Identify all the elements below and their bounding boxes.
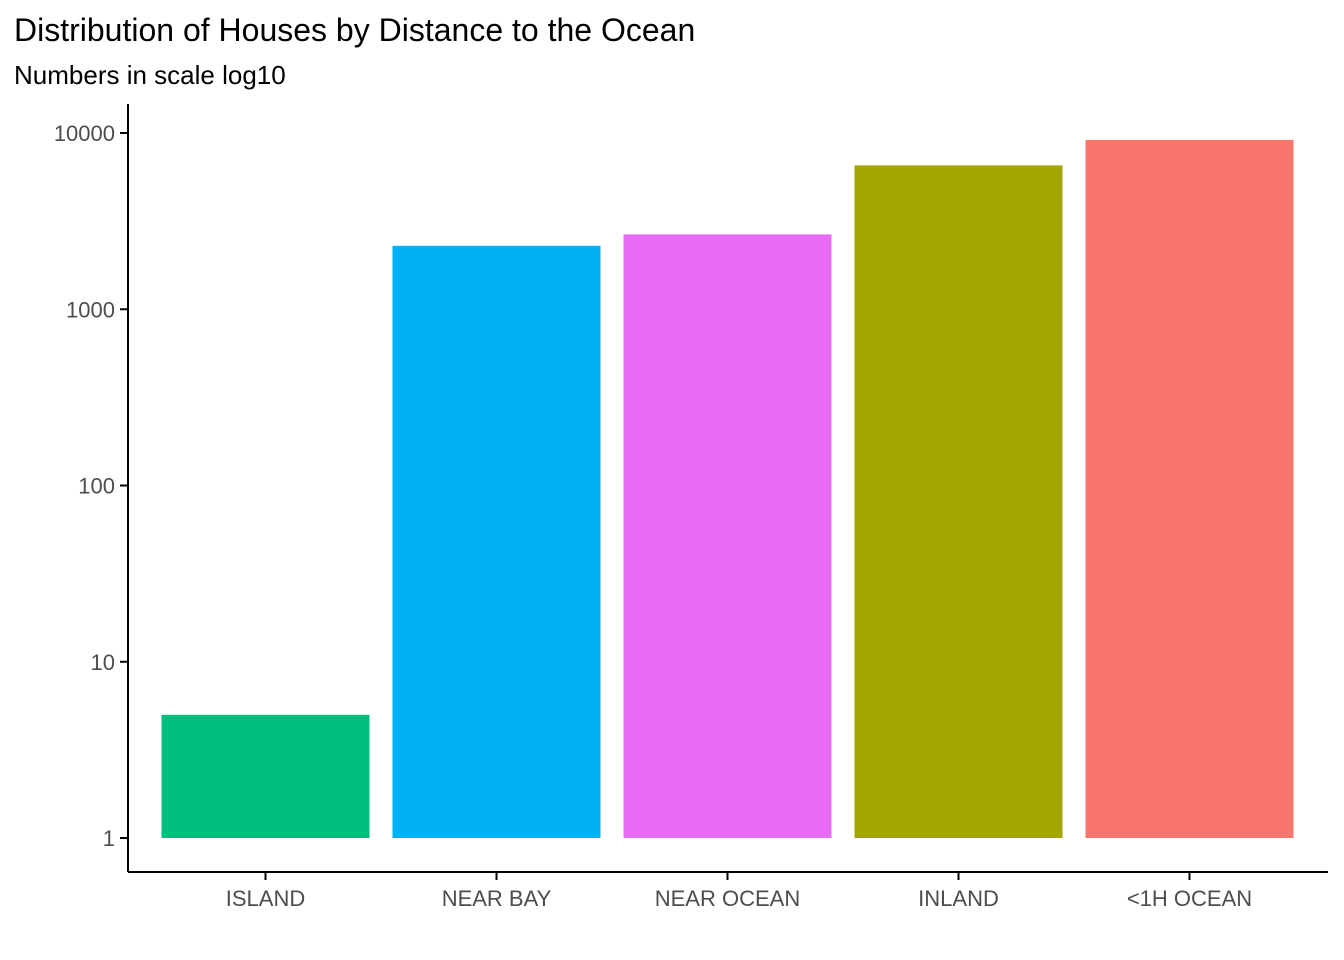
chart-subtitle: Numbers in scale log10: [14, 60, 286, 90]
chart-title: Distribution of Houses by Distance to th…: [14, 12, 695, 48]
x-tick-label: INLAND: [918, 886, 999, 911]
bar-near-ocean: [623, 234, 832, 838]
y-tick-label: 1: [103, 826, 115, 851]
y-tick-label: 10000: [54, 121, 115, 146]
x-tick-label: NEAR OCEAN: [655, 886, 800, 911]
bar-near-bay: [392, 245, 601, 839]
y-tick-label: 10: [91, 650, 115, 675]
x-tick-label: <1H OCEAN: [1127, 886, 1252, 911]
x-axis: ISLAND NEAR BAY NEAR OCEAN INLAND <1H OCEAN: [128, 871, 1328, 911]
bars-layer: [161, 139, 1294, 839]
x-tick-label: NEAR BAY: [442, 886, 552, 911]
x-tick-label: ISLAND: [226, 886, 305, 911]
y-tick-label: 100: [78, 474, 115, 499]
y-axis: 1 10 100 1000 10000: [54, 104, 129, 872]
bar-island: [161, 714, 370, 838]
bar-inland: [854, 165, 1063, 838]
bar-1h-ocean: [1085, 139, 1294, 838]
y-tick-label: 1000: [66, 297, 115, 322]
